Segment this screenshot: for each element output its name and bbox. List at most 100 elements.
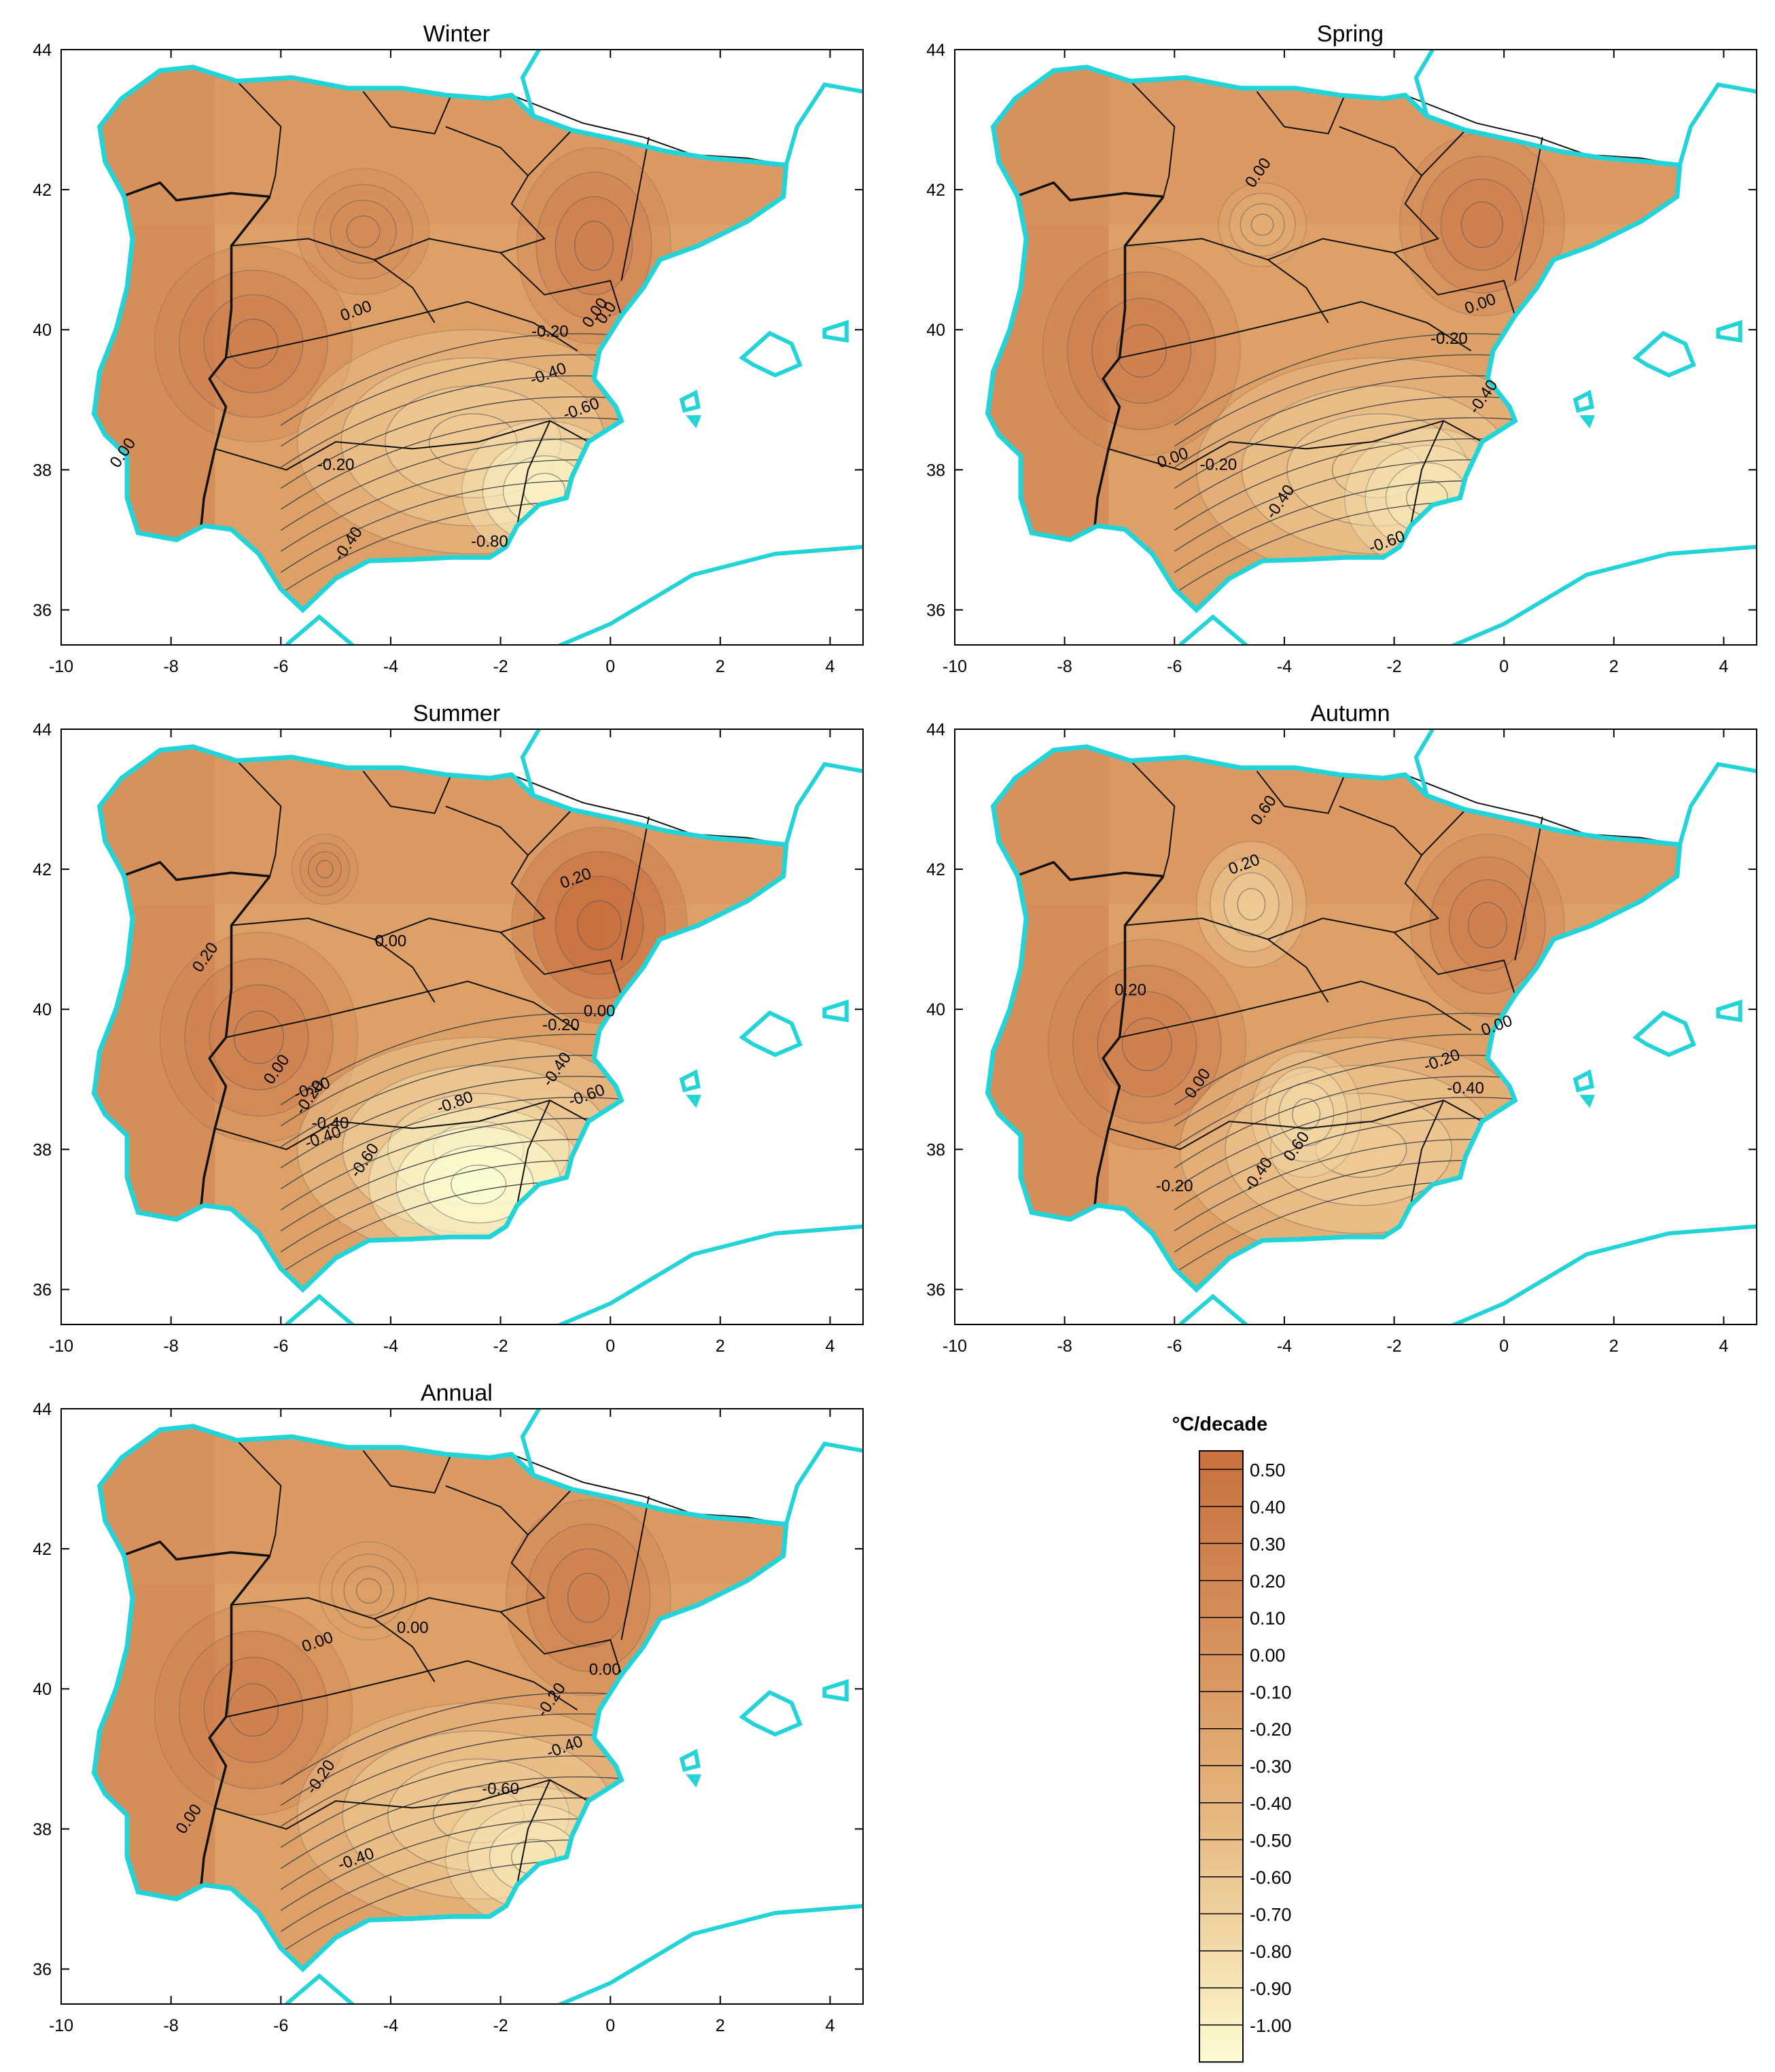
isoline <box>280 1097 638 1190</box>
region-border <box>1015 860 1164 881</box>
trend-field <box>987 746 1680 1290</box>
y-tick-label: 38 <box>926 1140 945 1159</box>
y-tick-label: 38 <box>33 1820 52 1839</box>
legend-colorbar <box>1199 1450 1244 2063</box>
legend-label: -1.00 <box>1250 2016 1292 2036</box>
isoline <box>1174 1013 1532 1106</box>
x-tick-label: -4 <box>383 657 398 676</box>
island <box>822 319 849 343</box>
region-border <box>200 1555 271 1885</box>
y-tick-label: 42 <box>33 1540 52 1559</box>
y-tick-label: 36 <box>33 1280 52 1299</box>
x-tick-label: 0 <box>605 2016 615 2035</box>
x-tick-label: 2 <box>716 2016 725 2035</box>
y-tick-label: 42 <box>33 860 52 879</box>
contour-zone <box>233 1011 285 1064</box>
x-tick-label: 4 <box>826 2016 835 2035</box>
coastline <box>91 1424 789 1973</box>
x-tick-label: 0 <box>1499 1337 1509 1356</box>
region-border <box>1394 854 1440 933</box>
x-tick-label: 4 <box>826 1337 835 1356</box>
x-tick-label: 2 <box>1609 657 1619 676</box>
map-frame <box>954 728 1757 1325</box>
region-border <box>1093 196 1165 526</box>
contour-label: -0.20 <box>1200 455 1237 474</box>
y-tick-label: 40 <box>926 321 945 340</box>
x-tick-label: -6 <box>1167 657 1182 676</box>
france-coast <box>784 762 863 845</box>
map-panel-autumn: 0.600.200.200.000.00-0.20 -0.40-0.20-0.40… <box>926 701 1757 1356</box>
region-border <box>1514 137 1543 281</box>
coastline <box>91 65 789 614</box>
y-tick-label: 38 <box>926 461 945 480</box>
isoline <box>280 1797 638 1890</box>
africa-coast <box>1178 1224 1757 1324</box>
region-border <box>362 91 452 135</box>
contour-label: -0.40 <box>1447 1079 1484 1098</box>
region-border <box>236 760 282 877</box>
contour-label: 0.00 <box>589 1661 621 1679</box>
contour-zone <box>1250 213 1274 236</box>
isoline <box>280 1034 638 1127</box>
legend-label: -0.30 <box>1250 1756 1292 1776</box>
region-border <box>1409 1100 1445 1206</box>
isoline <box>1174 1055 1532 1148</box>
isoline <box>280 375 638 468</box>
coastline <box>985 65 1683 614</box>
contour-label: 0.00 <box>375 932 407 950</box>
isoline <box>1174 375 1532 468</box>
contour-zone <box>1237 888 1266 921</box>
region-border <box>121 181 270 202</box>
region-border <box>121 1540 270 1561</box>
panel-title: Annual <box>421 1380 493 1406</box>
contour-label: -0.20 <box>1430 330 1468 348</box>
region-border <box>511 774 786 845</box>
region-border <box>1339 805 1466 856</box>
region-border <box>511 1454 786 1525</box>
region-border <box>226 1660 578 1718</box>
panel-title: Spring <box>1317 21 1384 47</box>
isoline <box>280 333 638 426</box>
y-tick-label: 42 <box>33 181 52 200</box>
island <box>686 415 701 429</box>
island <box>822 1679 849 1702</box>
region-border <box>362 771 452 814</box>
france-coast <box>520 50 541 117</box>
island <box>1716 999 1742 1023</box>
contour-zone <box>451 1164 507 1204</box>
map-frame <box>60 1408 864 2005</box>
region-border <box>200 875 271 1206</box>
france-coast <box>520 729 541 796</box>
contour-label: -0.20 <box>542 1016 580 1034</box>
legend-label: -0.40 <box>1250 1793 1292 1814</box>
contour-zone <box>1460 201 1503 248</box>
region-border <box>500 1534 546 1613</box>
contour-label: -0.40 <box>312 1114 349 1132</box>
y-tick-label: 44 <box>926 720 945 739</box>
africa-coast <box>285 1224 863 1324</box>
africa-coast <box>285 1903 863 2004</box>
island <box>1716 319 1742 343</box>
x-tick-label: -2 <box>1386 1337 1401 1356</box>
region-border <box>1405 774 1680 845</box>
x-tick-label: 2 <box>716 657 725 676</box>
x-tick-label: 4 <box>1719 1337 1729 1356</box>
x-tick-label: -8 <box>1057 1337 1072 1356</box>
region-border <box>1108 1100 1483 1151</box>
panel-title: Winter <box>423 21 490 47</box>
map-panel-summer: 0.200.200.000.00-0.20-0.40-0.60-0.80-0.2… <box>33 701 864 1356</box>
legend-label: 0.20 <box>1250 1571 1286 1592</box>
region-border <box>1256 91 1346 135</box>
island <box>739 330 803 378</box>
island <box>686 1774 701 1788</box>
france-coast <box>1677 82 1757 166</box>
france-coast <box>1413 729 1435 796</box>
region-border <box>1267 938 1329 1003</box>
map-panel-spring: 0.000.00 -0.20-0.400.00-0.20-0.40-0.60Spr… <box>926 21 1757 676</box>
region-border <box>1394 175 1440 253</box>
isoline <box>1174 1076 1532 1169</box>
region-border <box>231 1597 622 1675</box>
x-tick-label: -2 <box>493 657 508 676</box>
x-tick-label: -4 <box>383 1337 398 1356</box>
